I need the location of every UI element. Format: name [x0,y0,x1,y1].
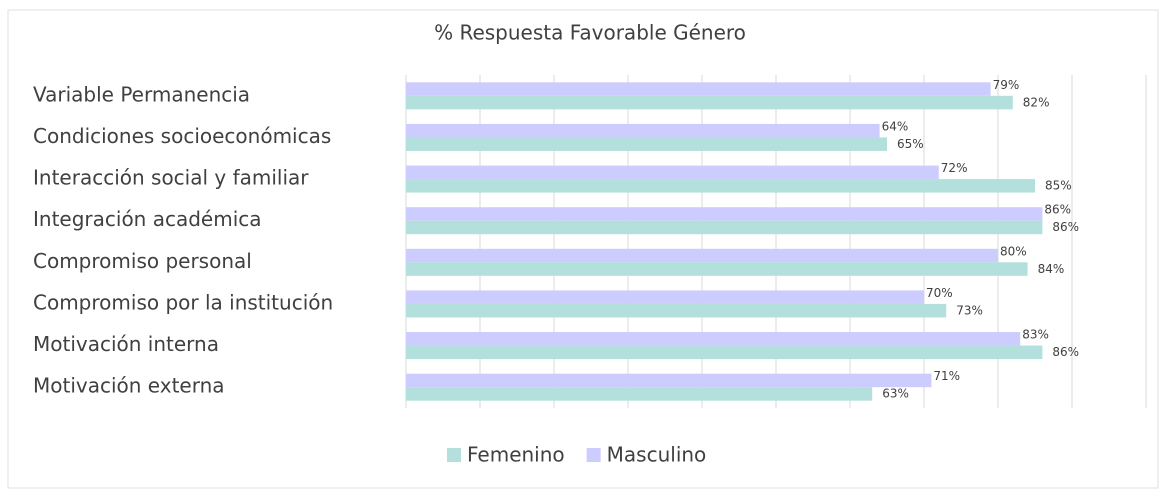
value-label: 86% [1052,220,1079,234]
value-label: 84% [1038,262,1065,276]
legend-label: Masculino [607,443,707,467]
category-label: Motivación interna [33,332,219,356]
bar [406,82,991,96]
value-label: 70% [926,286,953,300]
legend-label: Femenino [467,443,565,467]
bar [406,165,939,180]
bar [406,220,1043,235]
value-label: 65% [897,137,924,151]
bar [406,179,1035,193]
category-label: Interacción social y familiar [33,166,309,190]
value-label: 71% [933,369,960,383]
bar [406,387,873,401]
bar [406,332,1021,346]
bar [406,345,1043,360]
value-label: 85% [1045,179,1072,193]
category-label: Integración académica [33,207,262,231]
legend-swatch [447,448,461,462]
bar [406,303,947,318]
bar [406,137,887,151]
category-label: Compromiso personal [33,249,252,273]
chart-title: % Respuesta Favorable Género [434,21,746,45]
value-label: 82% [1023,95,1050,109]
category-label: Compromiso por la institución [33,290,333,314]
value-label: 83% [1022,328,1049,342]
value-label: 86% [1052,345,1079,359]
value-label: 63% [882,387,909,401]
category-label: Motivación externa [33,374,225,398]
category-label: Condiciones socioeconómicas [33,124,331,148]
value-label: 80% [1000,244,1027,258]
value-label: 64% [882,119,909,133]
bar [406,207,1043,221]
value-label: 86% [1044,203,1071,217]
bar [406,248,998,263]
category-label: Variable Permanencia [33,82,250,106]
value-label: 73% [956,303,983,317]
value-label: 72% [941,161,968,175]
bar [406,262,1028,276]
legend-swatch [586,448,601,462]
value-label: 79% [993,78,1020,92]
bar [406,123,880,138]
bar [406,95,1013,110]
bar [406,373,932,388]
bar [406,290,924,304]
